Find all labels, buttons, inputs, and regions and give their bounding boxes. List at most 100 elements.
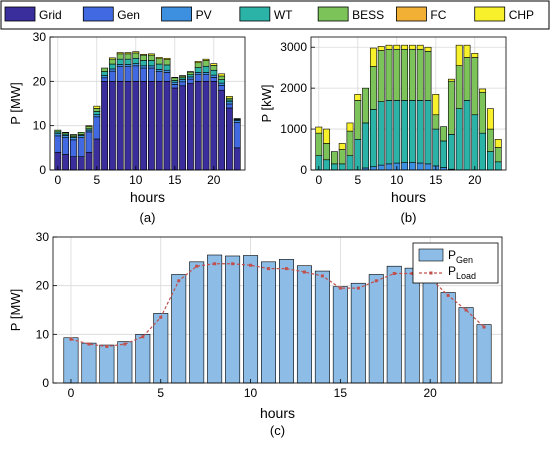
- bar-gen-h0: [54, 135, 62, 153]
- bar-gen-h14: [163, 72, 171, 82]
- bar-gen-h3: [117, 341, 133, 384]
- legend-label-load: PLoad: [448, 264, 476, 281]
- point-load-h10: [249, 263, 253, 267]
- bar-chp-h11: [401, 44, 409, 50]
- ticks: 0 10 20 30 0 5 10 15 20: [36, 230, 438, 400]
- bar-bess-h10: [393, 48, 401, 101]
- bar-chp-h20: [471, 53, 479, 58]
- legend-marker-load: [429, 271, 433, 275]
- x-tick-label: 5: [157, 386, 164, 400]
- y-tick-label: 30: [36, 230, 50, 244]
- bar-wt-h5: [354, 139, 362, 171]
- bar-chp-h14: [163, 57, 171, 60]
- bar-wt-h10: [393, 100, 401, 164]
- point-load-h8: [213, 262, 217, 266]
- bar-bess-h10: [132, 52, 140, 59]
- bar-pv-h21: [218, 82, 226, 86]
- bar-bess-h8: [377, 50, 385, 102]
- bar-pv-h14: [163, 69, 171, 73]
- bar-pv-h13: [416, 162, 424, 171]
- y-axis-label: P [MW]: [8, 82, 23, 124]
- bar-pv-h8: [116, 64, 124, 68]
- x-tick-label: 15: [429, 173, 443, 187]
- y-tick-label: 3000: [280, 40, 307, 54]
- bar-wt-h21: [479, 132, 487, 171]
- bar-chp-h4: [85, 125, 93, 127]
- bar-chp-h10: [393, 44, 401, 50]
- legend-label: PV: [196, 8, 212, 22]
- bar-gen-h2: [99, 344, 115, 384]
- bar-grid-h7: [108, 81, 116, 171]
- y-tick-label: 10: [33, 119, 47, 133]
- bar-grid-h14: [163, 81, 171, 171]
- bar-chp-h18: [455, 44, 463, 66]
- bar-bess-h22: [486, 128, 494, 152]
- bar-wt-h16: [440, 140, 448, 168]
- bar-chp-h0: [315, 126, 323, 134]
- bar-pv-h16: [179, 79, 187, 83]
- bar-pv-h1: [62, 135, 70, 138]
- bar-chp-h9: [124, 52, 132, 55]
- bar-chp-h5: [354, 93, 362, 101]
- x-tick-label: 0: [68, 386, 75, 400]
- bar-grid-h4: [85, 151, 93, 171]
- bar-bess-h14: [163, 59, 171, 66]
- bar-chp-h23: [494, 139, 502, 148]
- y-axis-label: P [kW]: [259, 84, 274, 122]
- bar-grid-h9: [124, 81, 132, 171]
- bar-wt-h14: [424, 100, 432, 165]
- bar-wt-h15: [432, 128, 440, 167]
- bar-gen-h7: [108, 70, 116, 82]
- bar-grid-h23: [233, 147, 241, 171]
- bar-bess-h8: [116, 53, 124, 60]
- bar-gen-h17: [186, 78, 194, 84]
- bar-gen-h15: [171, 84, 179, 89]
- bar-chp-h11: [140, 53, 148, 56]
- bar-pv-h19: [202, 72, 210, 75]
- bar-bess-h12: [147, 54, 155, 61]
- bar-grid-h18: [194, 81, 202, 171]
- point-load-h6: [177, 279, 181, 283]
- bar-bess-h1: [323, 143, 331, 161]
- bar-bess-h0: [54, 129, 62, 133]
- x-tick-label: 10: [129, 173, 143, 187]
- panel-subtitle: (c): [270, 423, 285, 438]
- bar-bess-h6: [101, 67, 109, 72]
- bar-pv-h11: [401, 162, 409, 171]
- bar-gen-h21: [218, 85, 226, 91]
- bar-wt-h12: [408, 100, 416, 163]
- bar-bess-h15: [432, 114, 440, 130]
- bar-chp-h7: [108, 57, 116, 60]
- legend-label: CHP: [509, 8, 534, 22]
- bar-wt-h2: [330, 163, 338, 171]
- point-load-h22: [464, 308, 468, 312]
- legend-label-gen: PGen: [448, 248, 473, 265]
- bar-pv-h0: [54, 133, 62, 137]
- bar-gen-h4: [85, 131, 93, 153]
- bar-gen-h12: [278, 259, 294, 384]
- bar-gen-h0: [63, 337, 79, 384]
- bar-gen-h10: [243, 255, 259, 384]
- bar-pv-h9: [385, 163, 393, 171]
- bar-gen-h11: [140, 67, 148, 82]
- point-load-h21: [446, 293, 450, 297]
- bar-gen-h22: [225, 103, 233, 109]
- bar-gen-h9: [124, 66, 132, 82]
- bar-gen-h20: [210, 77, 218, 82]
- bar-bess-h3: [338, 149, 346, 165]
- point-load-h3: [123, 342, 127, 346]
- bar-grid-h10: [132, 81, 140, 171]
- bar-bess-h20: [471, 57, 479, 116]
- bar-gen-h3: [77, 137, 85, 158]
- x-axis-label: hours: [260, 405, 295, 421]
- legend-item-pv: PV: [161, 6, 212, 22]
- legend-swatch-gen: [418, 248, 444, 262]
- point-load-h12: [284, 267, 288, 271]
- bar-chp-h13: [416, 44, 424, 50]
- bar-bess-h2: [330, 151, 338, 165]
- bar-wt-h5: [93, 111, 101, 115]
- panel-subtitle: (b): [401, 210, 417, 225]
- bar-wt-h17: [186, 74, 194, 78]
- bar-wt-h14: [163, 64, 171, 71]
